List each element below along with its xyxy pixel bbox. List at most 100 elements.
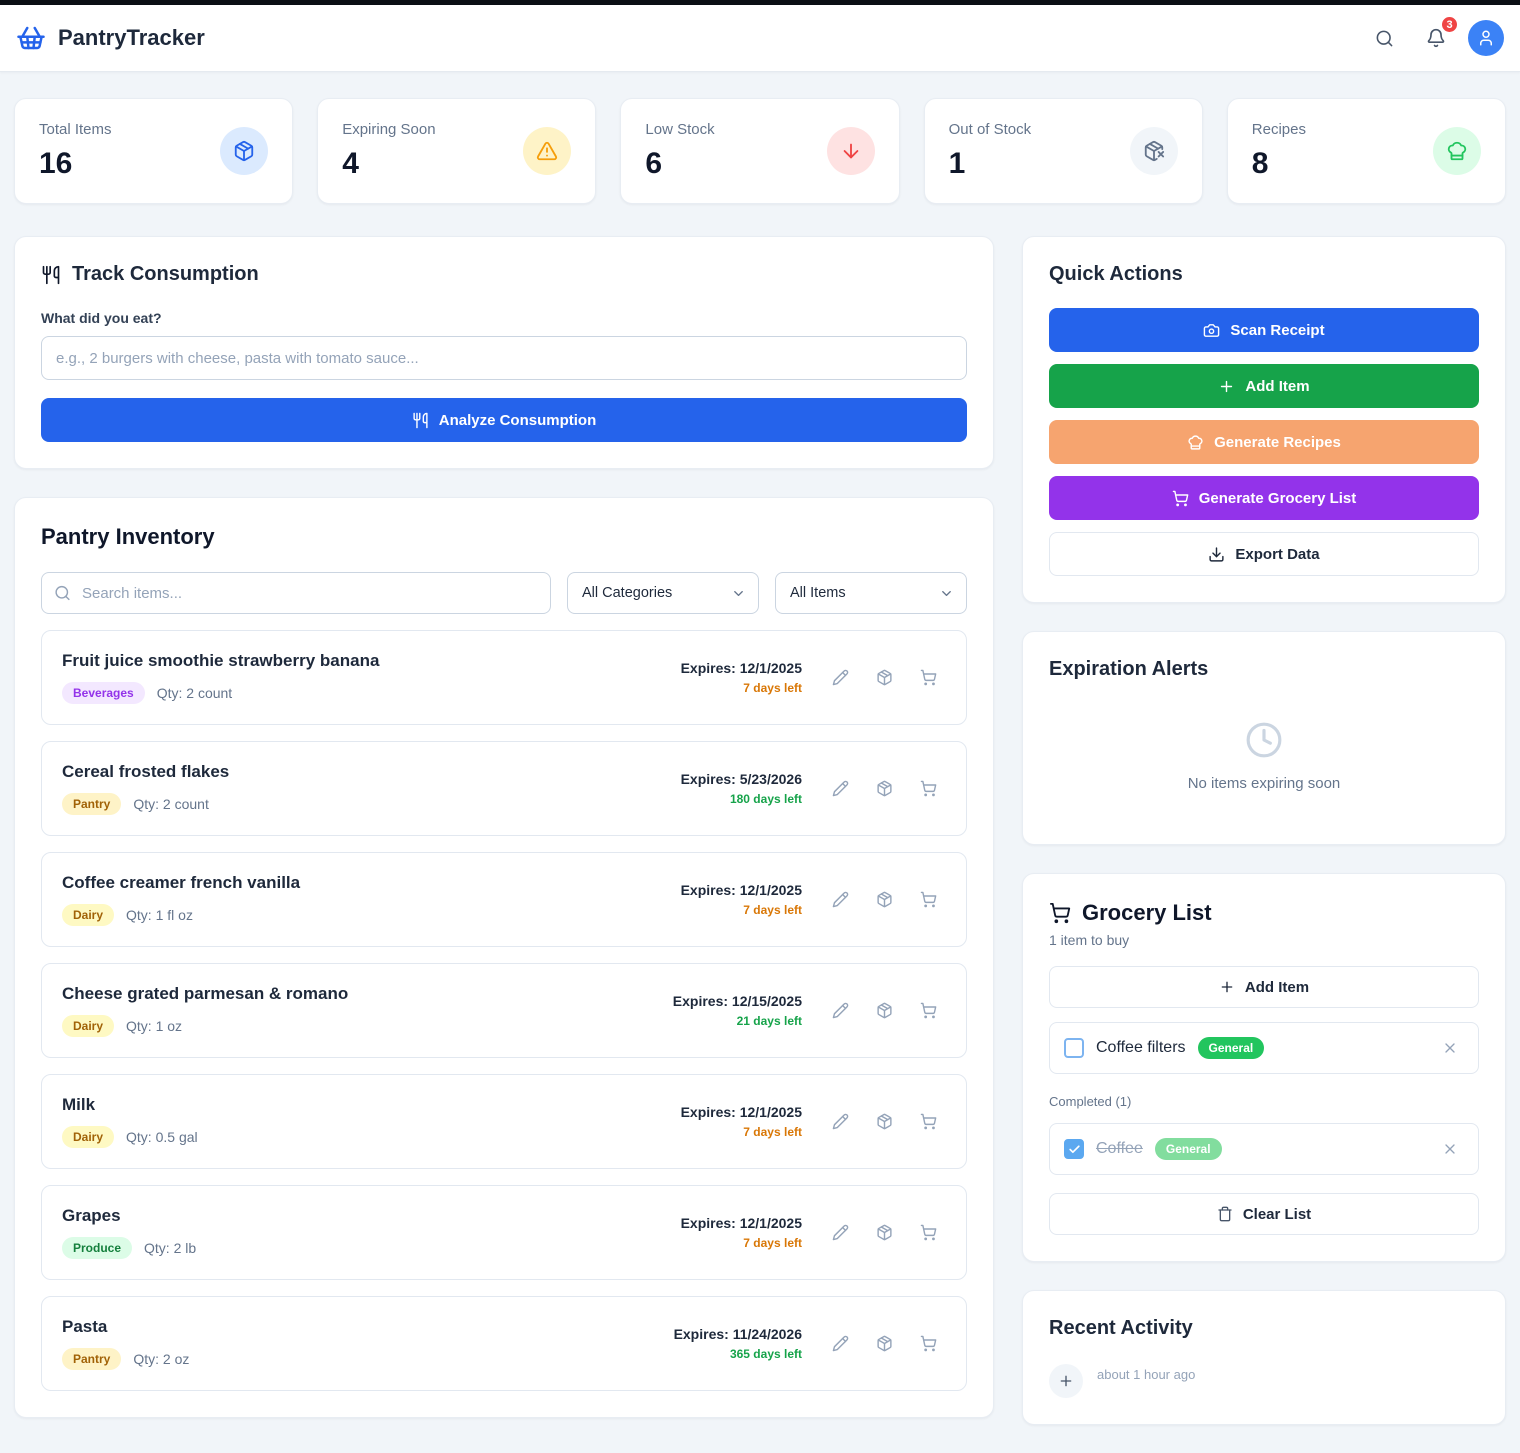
category-badge: Dairy (62, 904, 115, 926)
grocery-item-checkbox[interactable] (1064, 1038, 1084, 1058)
inventory-list: Fruit juice smoothie strawberry banana B… (41, 630, 967, 1391)
consume-item-button[interactable] (866, 1215, 902, 1251)
remove-grocery-item-button[interactable] (1436, 1135, 1464, 1163)
notifications-button[interactable]: 3 (1416, 15, 1459, 58)
edit-item-button[interactable] (822, 993, 858, 1029)
edit-item-button[interactable] (822, 1104, 858, 1140)
consume-item-button[interactable] (866, 993, 902, 1029)
grocery-item-name: Coffee filters (1096, 1039, 1186, 1056)
clock-icon (1245, 721, 1283, 759)
pencil-icon (832, 1335, 849, 1352)
inventory-item-row: Cereal frosted flakes Pantry Qty: 2 coun… (41, 741, 967, 836)
stat-value: 4 (342, 147, 359, 180)
pencil-icon (832, 891, 849, 908)
cart-icon (920, 780, 937, 797)
search-button[interactable] (1364, 18, 1404, 58)
package-icon (876, 1335, 893, 1352)
generate-recipes-button[interactable]: Generate Recipes (1049, 420, 1479, 464)
cart-icon (1049, 902, 1071, 924)
cart-icon (920, 1113, 937, 1130)
trash-icon (1217, 1206, 1233, 1222)
consume-item-button[interactable] (866, 660, 902, 696)
days-left: 21 days left (736, 1014, 802, 1028)
add-to-grocery-button[interactable] (910, 1215, 946, 1251)
days-left: 7 days left (743, 681, 802, 695)
consumption-question-label: What did you eat? (41, 310, 162, 326)
scan-receipt-button[interactable]: Scan Receipt (1049, 308, 1479, 352)
package-icon (876, 780, 893, 797)
camera-icon (1203, 322, 1220, 339)
grocery-list-title: Grocery List (1082, 900, 1212, 925)
expiry-date: Expires: 11/24/2026 (673, 1326, 802, 1342)
expiration-alerts-card: Expiration Alerts No items expiring soon (1022, 631, 1506, 845)
cart-icon (920, 1002, 937, 1019)
user-avatar[interactable] (1468, 20, 1504, 56)
add-to-grocery-button[interactable] (910, 1104, 946, 1140)
expiration-alerts-title: Expiration Alerts (1049, 658, 1209, 680)
recent-activity-title: Recent Activity (1049, 1317, 1193, 1339)
grocery-item-badge: General (1154, 1138, 1222, 1160)
consume-item-button[interactable] (866, 882, 902, 918)
app-header: PantryTracker 3 (0, 5, 1520, 72)
stat-card-out-of-stock: Out of Stock 1 (923, 98, 1203, 204)
quick-actions-card: Quick Actions Scan Receipt Add Item Gene… (1022, 236, 1506, 603)
inventory-item-row: Pasta Pantry Qty: 2 oz Expires: 11/24/20… (41, 1296, 967, 1391)
plus-icon (1218, 378, 1235, 395)
edit-item-button[interactable] (822, 660, 858, 696)
grocery-item-name: Coffee (1096, 1140, 1143, 1157)
category-badge: Produce (62, 1237, 133, 1259)
download-icon (1208, 546, 1225, 563)
consumption-input[interactable] (41, 336, 967, 380)
grocery-item-badge: General (1197, 1037, 1265, 1059)
add-to-grocery-button[interactable] (910, 993, 946, 1029)
grocery-list-card: Grocery List 1 item to buy Add Item Cof (1022, 873, 1506, 1262)
days-left: 180 days left (729, 792, 802, 806)
add-to-grocery-button[interactable] (910, 882, 946, 918)
edit-item-button[interactable] (822, 771, 858, 807)
inventory-item-row: Cheese grated parmesan & romano Dairy Qt… (41, 963, 967, 1058)
package-icon (876, 1113, 893, 1130)
export-data-button[interactable]: Export Data (1049, 532, 1479, 576)
grocery-add-item-button[interactable]: Add Item (1049, 966, 1479, 1008)
package-icon (876, 669, 893, 686)
add-to-grocery-button[interactable] (910, 771, 946, 807)
item-name: Fruit juice smoothie strawberry banana (62, 651, 380, 670)
item-quantity: Qty: 2 oz (133, 1351, 190, 1367)
consume-item-button[interactable] (866, 771, 902, 807)
edit-item-button[interactable] (822, 882, 858, 918)
chevron-down-icon (731, 586, 746, 601)
add-to-grocery-button[interactable] (910, 660, 946, 696)
cart-icon (1172, 490, 1189, 507)
clear-list-button[interactable]: Clear List (1049, 1193, 1479, 1235)
analyze-consumption-button[interactable]: Analyze Consumption (41, 398, 967, 442)
item-quantity: Qty: 2 lb (144, 1240, 197, 1256)
expiry-date: Expires: 12/1/2025 (680, 1104, 802, 1120)
consume-item-button[interactable] (866, 1326, 902, 1362)
inventory-search-input[interactable] (41, 572, 551, 614)
edit-item-button[interactable] (822, 1215, 858, 1251)
consume-item-button[interactable] (866, 1104, 902, 1140)
pencil-icon (832, 1002, 849, 1019)
edit-item-button[interactable] (822, 1326, 858, 1362)
category-filter-select[interactable]: All Categories (567, 572, 759, 614)
close-icon (1442, 1141, 1458, 1157)
add-to-grocery-button[interactable] (910, 1326, 946, 1362)
add-item-button[interactable]: Add Item (1049, 364, 1479, 408)
track-consumption-card: Track Consumption What did you eat? Anal… (14, 236, 994, 469)
package-icon (876, 1224, 893, 1241)
stat-label: Expiring Soon (342, 121, 436, 138)
pantry-inventory-card: Pantry Inventory All Categories All Item… (14, 497, 994, 1418)
pencil-icon (832, 669, 849, 686)
remove-grocery-item-button[interactable] (1436, 1034, 1464, 1062)
stat-label: Total Items (39, 121, 112, 138)
plus-icon (1219, 979, 1235, 995)
generate-grocery-list-button[interactable]: Generate Grocery List (1049, 476, 1479, 520)
grocery-item-checkbox[interactable] (1064, 1139, 1084, 1159)
package-icon (876, 891, 893, 908)
inventory-item-row: Grapes Produce Qty: 2 lb Expires: 12/1/2… (41, 1185, 967, 1280)
pencil-icon (832, 780, 849, 797)
stock-filter-select[interactable]: All Items (775, 572, 967, 614)
grocery-items: Coffee filters General (1049, 1022, 1479, 1074)
brand: PantryTracker (16, 23, 205, 53)
top-strip (0, 0, 1520, 5)
